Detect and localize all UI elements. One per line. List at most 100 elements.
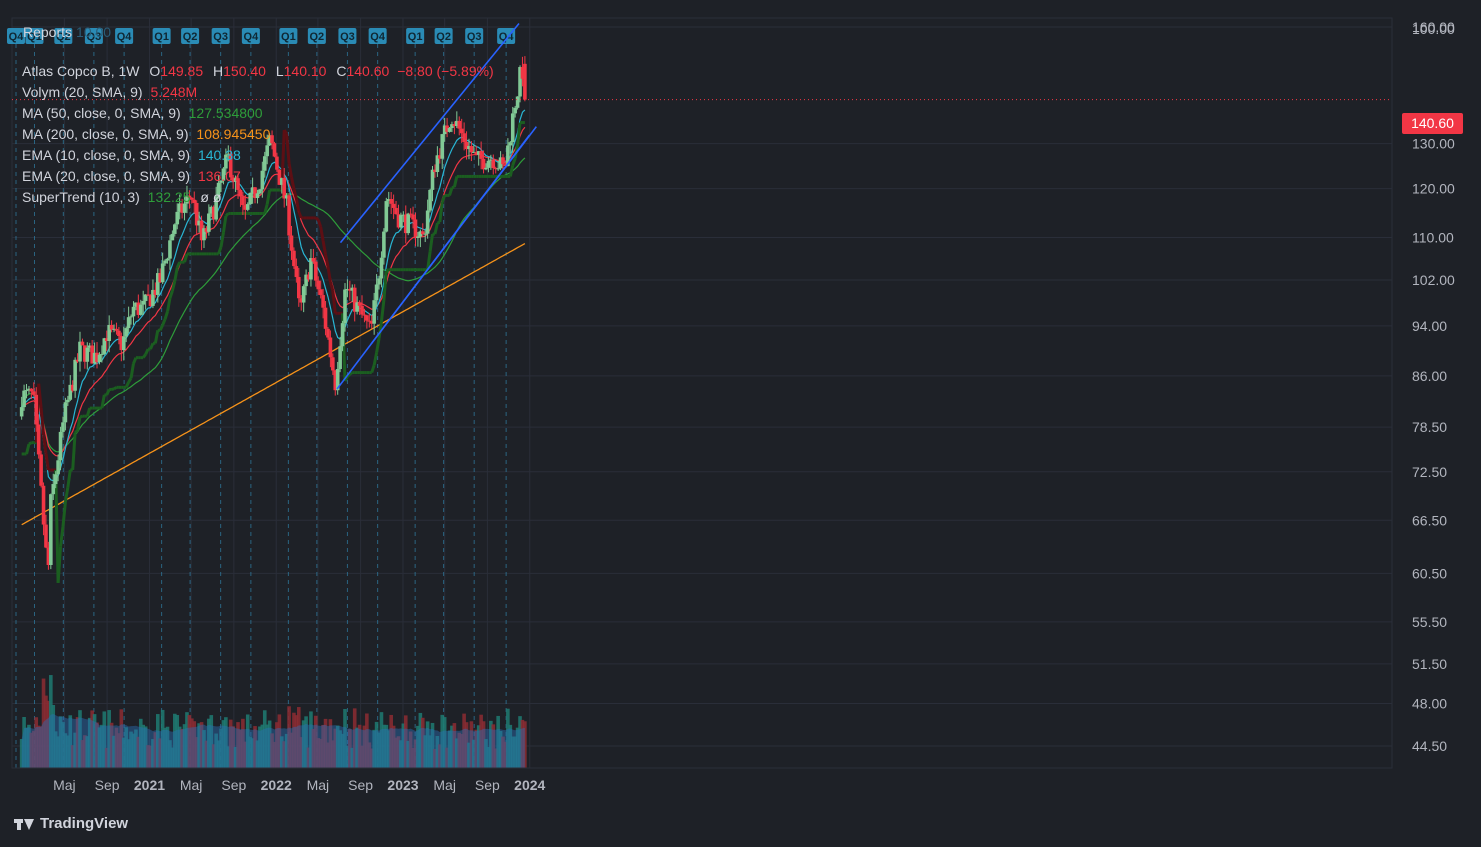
candle-body xyxy=(194,202,199,226)
supertrend-segment xyxy=(287,163,293,178)
supertrend-segment xyxy=(170,280,177,292)
legend-ema20-row[interactable]: EMA (20, close, 0, SMA, 9) 136.07 xyxy=(22,166,494,187)
time-axis: Maj Sep 2021 Maj Sep 2022 Maj Sep 2023 Maj Sep 2024 xyxy=(53,777,545,793)
candle-body xyxy=(304,274,308,287)
volume-bar xyxy=(406,740,410,768)
candle-body xyxy=(199,220,204,241)
volume-bar xyxy=(216,740,221,768)
supertrend-segment xyxy=(42,435,48,454)
candle-body xyxy=(112,328,116,330)
quarter-badge xyxy=(7,28,25,44)
volume-bar xyxy=(27,724,31,768)
volume-bar xyxy=(53,731,58,768)
legend-ma200-row[interactable]: MA (200, close, 0, SMA, 9) 108.945450 xyxy=(22,124,494,145)
volume-bar xyxy=(46,700,51,768)
supertrend-segment xyxy=(168,290,174,299)
volume-bar xyxy=(331,740,335,768)
legend-main-row[interactable]: Atlas Copco B, 1W O149.85 H150.40 L140.1… xyxy=(22,61,494,82)
volume-bar xyxy=(348,729,352,768)
candle-body xyxy=(245,204,250,210)
volume-bar xyxy=(265,724,269,768)
volume-bar xyxy=(141,724,146,768)
candle-body xyxy=(44,524,48,548)
candle-body xyxy=(134,302,138,307)
legend-ma50-label: MA (50, close, 0, SMA, 9) xyxy=(22,105,181,121)
volume-bar xyxy=(455,738,459,768)
candle-body xyxy=(316,280,321,290)
ma50-line xyxy=(21,157,526,453)
volume-bar xyxy=(112,735,116,768)
supertrend-segment xyxy=(85,407,92,417)
candle-body xyxy=(68,384,73,400)
candle-body xyxy=(231,177,235,182)
supertrend-segment xyxy=(440,194,447,203)
price-tick-label: 160.00 xyxy=(1412,19,1455,35)
supertrend-segment xyxy=(346,373,351,378)
reports-indicator[interactable]: Reports 10.00 xyxy=(23,24,111,40)
volume-bar xyxy=(267,720,272,768)
candle-body xyxy=(61,422,65,432)
volume-bar xyxy=(119,709,124,768)
volume-bar xyxy=(489,720,493,768)
candle-body xyxy=(272,143,277,157)
legend-supertrend-row[interactable]: SuperTrend (10, 3) 132.25 ø ø xyxy=(22,187,494,208)
legend-volume-row[interactable]: Volym (20, SMA, 9) 5.248M xyxy=(22,82,494,103)
legend-ema10-row[interactable]: EMA (10, close, 0, SMA, 9) 140.38 xyxy=(22,145,494,166)
legend-open-label: O xyxy=(149,63,161,79)
candle-body xyxy=(170,233,175,241)
candle-body xyxy=(513,107,517,114)
volume-bar xyxy=(345,745,350,768)
volume-bar xyxy=(491,724,496,768)
volume-bar xyxy=(19,739,24,768)
volume-bar xyxy=(277,714,282,768)
candle-body xyxy=(92,352,97,364)
volume-bar xyxy=(479,714,483,768)
supertrend-segment xyxy=(113,386,118,391)
volume-bar xyxy=(204,740,209,768)
legend-ma50-row[interactable]: MA (50, close, 0, SMA, 9) 127.534800 xyxy=(22,103,494,124)
legend-low-label: L xyxy=(275,63,284,79)
candle-body xyxy=(396,214,401,228)
volume-bar xyxy=(493,748,498,768)
candle-body xyxy=(49,494,53,566)
price-tick-label: 94.00 xyxy=(1412,318,1447,334)
volume-bar xyxy=(173,713,177,768)
volume-bar xyxy=(396,736,401,768)
volume-bar xyxy=(80,740,85,768)
volume-bar xyxy=(73,732,77,768)
volume-bar xyxy=(506,708,510,768)
candle-body xyxy=(165,258,170,261)
volume-bar xyxy=(114,727,119,768)
volume-bar xyxy=(151,739,155,768)
volume-bar xyxy=(124,727,128,768)
supertrend-segment xyxy=(149,342,155,350)
tradingview-branding[interactable]: TradingView xyxy=(14,815,128,832)
quarter-badge xyxy=(241,28,260,44)
legend-ma200-value: 108.945450 xyxy=(196,126,271,142)
candle-body xyxy=(331,357,335,371)
time-tick-label: Maj xyxy=(180,777,203,793)
legend-supertrend-label: SuperTrend (10, 3) xyxy=(22,189,140,205)
candle-body xyxy=(182,203,187,213)
volume-bar xyxy=(301,720,306,768)
candle-body xyxy=(197,220,201,226)
candle-body xyxy=(343,289,347,324)
supertrend-segment xyxy=(263,203,269,214)
reports-value: 10.00 xyxy=(76,24,112,40)
volume-bar xyxy=(153,732,158,768)
volume-bar xyxy=(165,726,170,768)
candle-body xyxy=(476,151,481,155)
candle-body xyxy=(155,273,160,295)
candle-body xyxy=(46,547,51,566)
quarter-badge xyxy=(307,28,326,44)
volume-bar xyxy=(146,745,150,768)
volume-bar xyxy=(386,730,391,768)
candle-body xyxy=(34,394,39,425)
candle-body xyxy=(406,213,410,234)
legend-low: 140.10 xyxy=(283,63,327,79)
quarter-badge xyxy=(181,28,200,44)
volume-bar xyxy=(508,724,513,768)
volume-bar xyxy=(299,737,304,768)
supertrend-segment xyxy=(292,188,298,199)
